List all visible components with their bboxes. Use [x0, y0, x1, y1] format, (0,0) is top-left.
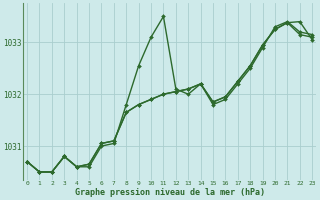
X-axis label: Graphe pression niveau de la mer (hPa): Graphe pression niveau de la mer (hPa): [75, 188, 265, 197]
